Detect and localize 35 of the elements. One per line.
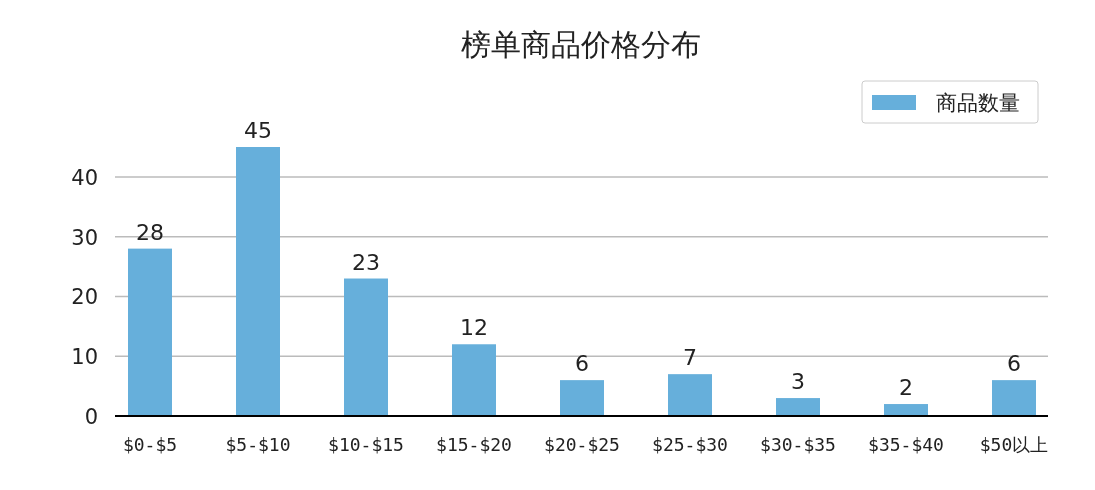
y-tick-label: 0 [84, 405, 98, 429]
x-tick-label: $35-$40 [868, 434, 944, 455]
x-tick-label: $15-$20 [436, 434, 512, 455]
bar [560, 380, 604, 416]
data-label: 28 [136, 219, 164, 245]
bar [668, 374, 712, 416]
y-tick-label: 20 [71, 285, 98, 310]
bar [236, 147, 280, 416]
x-tick-label: $0-$5 [122, 434, 178, 455]
bar [884, 404, 928, 416]
x-tick-label: $5-$10 [225, 434, 291, 455]
x-tick-label: $10-$15 [328, 434, 404, 455]
data-label: 23 [352, 249, 380, 275]
bar [128, 248, 172, 416]
x-tick-label: $20-$25 [544, 434, 620, 455]
bar [992, 380, 1036, 416]
data-label: 7 [683, 345, 697, 371]
y-tick-label: 10 [71, 345, 98, 370]
data-label: 3 [791, 369, 805, 395]
chart-title: 榜单商品价格分布 [461, 27, 701, 62]
legend-label: 商品数量 [936, 91, 1020, 115]
bar [452, 344, 496, 416]
data-label: 2 [899, 375, 913, 401]
data-label: 6 [575, 351, 589, 377]
y-tick-label: 40 [71, 165, 98, 190]
y-tick-label: 30 [71, 225, 98, 250]
x-tick-label: $25-$30 [652, 434, 728, 455]
x-tick-label: $50以上 [979, 434, 1049, 455]
bar [776, 398, 820, 416]
data-label: 6 [1007, 351, 1021, 377]
x-tick-label: $30-$35 [760, 434, 836, 455]
data-label: 12 [460, 315, 488, 341]
data-label: 45 [244, 118, 272, 143]
legend: 商品数量 [861, 80, 1039, 124]
bar [344, 278, 388, 416]
